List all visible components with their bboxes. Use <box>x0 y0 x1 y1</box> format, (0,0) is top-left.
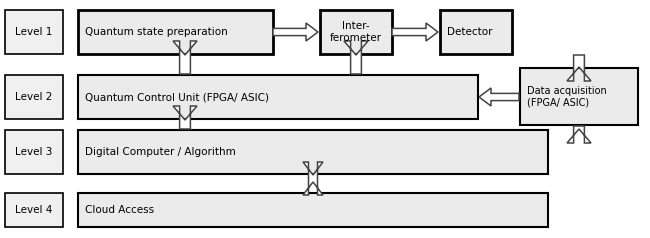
FancyBboxPatch shape <box>5 10 63 54</box>
Text: Digital Computer / Algorithm: Digital Computer / Algorithm <box>85 147 236 157</box>
Polygon shape <box>567 126 591 143</box>
FancyBboxPatch shape <box>78 75 478 119</box>
FancyBboxPatch shape <box>5 75 63 119</box>
Text: Level 4: Level 4 <box>16 205 53 215</box>
Text: Quantum Control Unit (FPGA/ ASIC): Quantum Control Unit (FPGA/ ASIC) <box>85 92 269 102</box>
FancyBboxPatch shape <box>320 10 392 54</box>
Polygon shape <box>303 162 323 195</box>
Polygon shape <box>479 88 519 106</box>
FancyBboxPatch shape <box>78 130 548 174</box>
Text: Level 1: Level 1 <box>16 27 53 37</box>
Polygon shape <box>567 55 591 81</box>
Text: Detector: Detector <box>447 27 493 37</box>
Text: Data acquisition
(FPGA/ ASIC): Data acquisition (FPGA/ ASIC) <box>527 86 606 107</box>
FancyBboxPatch shape <box>5 130 63 174</box>
Polygon shape <box>392 23 438 41</box>
Text: Cloud Access: Cloud Access <box>85 205 154 215</box>
Polygon shape <box>273 23 318 41</box>
Polygon shape <box>173 41 197 74</box>
Text: Quantum state preparation: Quantum state preparation <box>85 27 228 37</box>
Text: Inter-
ferometer: Inter- ferometer <box>330 21 382 43</box>
FancyBboxPatch shape <box>78 10 273 54</box>
Text: Level 2: Level 2 <box>16 92 53 102</box>
FancyBboxPatch shape <box>520 68 638 125</box>
FancyBboxPatch shape <box>78 193 548 227</box>
FancyBboxPatch shape <box>440 10 512 54</box>
Polygon shape <box>344 41 368 74</box>
Text: Level 3: Level 3 <box>16 147 53 157</box>
FancyBboxPatch shape <box>5 193 63 227</box>
Polygon shape <box>173 106 197 129</box>
